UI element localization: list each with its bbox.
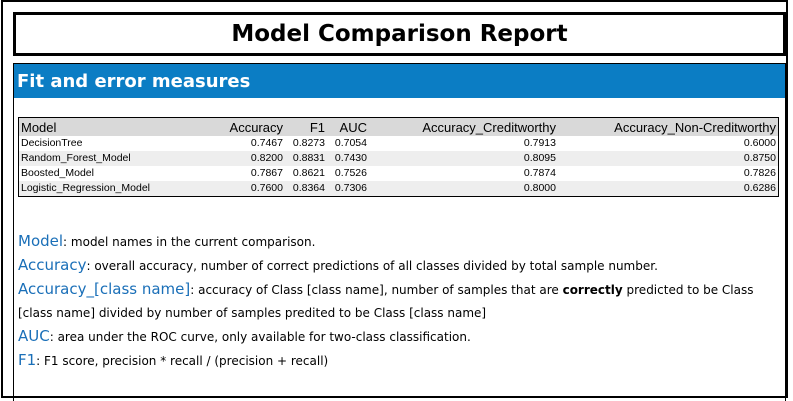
definition-separator: : [63,235,71,249]
auc-cell: 0.7526 [327,166,369,181]
accuracy-cell: 0.7467 [213,136,285,151]
definition-accuracy: Accuracy: overall accuracy, number of co… [18,254,779,278]
metrics-table: Model Accuracy F1 AUC Accuracy_Creditwor… [18,117,779,197]
report-title: Model Comparison Report [13,12,786,56]
definition-accuracy-class: Accuracy_[class name]: accuracy of Class… [18,278,779,325]
model-name-cell: Random_Forest_Model [18,151,213,166]
definition-f1: F1: F1 score, precision * recall / (prec… [18,349,779,373]
definition-term: F1 [18,351,37,369]
table-header-row: Model Accuracy F1 AUC Accuracy_Creditwor… [18,117,779,136]
column-header-model: Model [18,117,213,136]
model-name-cell: Boosted_Model [18,166,213,181]
accuracy-creditworthy-cell: 0.7913 [369,136,558,151]
definition-term: AUC [18,327,50,345]
metric-definitions: Model: model names in the current compar… [18,230,779,373]
model-name-cell: Logistic_Regression_Model [18,181,213,197]
table-row: Boosted_Model 0.7867 0.8621 0.7526 0.787… [18,166,779,181]
column-header-accuracy: Accuracy [213,117,285,136]
section-title: Fit and error measures [14,64,785,98]
accuracy-non-creditworthy-cell: 0.6000 [558,136,779,151]
accuracy-non-creditworthy-cell: 0.7826 [558,166,779,181]
column-header-accuracy-creditworthy: Accuracy_Creditworthy [369,117,558,136]
definition-separator: : [36,354,45,368]
accuracy-creditworthy-cell: 0.8000 [369,181,558,197]
table-row: Logistic_Regression_Model 0.7600 0.8364 … [18,181,779,197]
accuracy-cell: 0.8200 [213,151,285,166]
fit-error-section: Fit and error measures Model Accuracy F1… [13,63,786,401]
accuracy-creditworthy-cell: 0.7874 [369,166,558,181]
f1-cell: 0.8831 [285,151,327,166]
definition-text: model names in the current comparison. [70,235,316,249]
definition-separator: : [49,330,58,344]
definition-emphasis: correctly [562,283,623,297]
auc-cell: 0.7306 [327,181,369,197]
column-header-f1: F1 [285,117,327,136]
table-row: DecisionTree 0.7467 0.8273 0.7054 0.7913… [18,136,779,151]
definition-term: Accuracy_[class name] [18,280,191,298]
definition-term: Model [18,232,64,250]
definition-model: Model: model names in the current compar… [18,230,779,254]
f1-cell: 0.8364 [285,181,327,197]
definition-text: area under the ROC curve, only available… [57,330,471,344]
definition-separator: : [190,283,199,297]
definition-text-continued: predicted to be Class [class name] divid… [18,283,754,320]
table-row: Random_Forest_Model 0.8200 0.8831 0.7430… [18,151,779,166]
accuracy-non-creditworthy-cell: 0.8750 [558,151,779,166]
definition-text: overall accuracy, number of correct pred… [94,259,658,273]
definition-term: Accuracy [18,256,87,274]
definition-auc: AUC: area under the ROC curve, only avai… [18,325,779,349]
accuracy-non-creditworthy-cell: 0.6286 [558,181,779,197]
f1-cell: 0.8621 [285,166,327,181]
definition-text: accuracy of Class [class name], number o… [198,283,563,297]
column-header-accuracy-non-creditworthy: Accuracy_Non-Creditworthy [558,117,779,136]
accuracy-cell: 0.7600 [213,181,285,197]
definition-text: F1 score, precision * recall / (precisio… [44,354,329,368]
auc-cell: 0.7054 [327,136,369,151]
column-header-auc: AUC [327,117,369,136]
accuracy-cell: 0.7867 [213,166,285,181]
auc-cell: 0.7430 [327,151,369,166]
f1-cell: 0.8273 [285,136,327,151]
definition-separator: : [86,259,95,273]
model-name-cell: DecisionTree [18,136,213,151]
accuracy-creditworthy-cell: 0.8095 [369,151,558,166]
